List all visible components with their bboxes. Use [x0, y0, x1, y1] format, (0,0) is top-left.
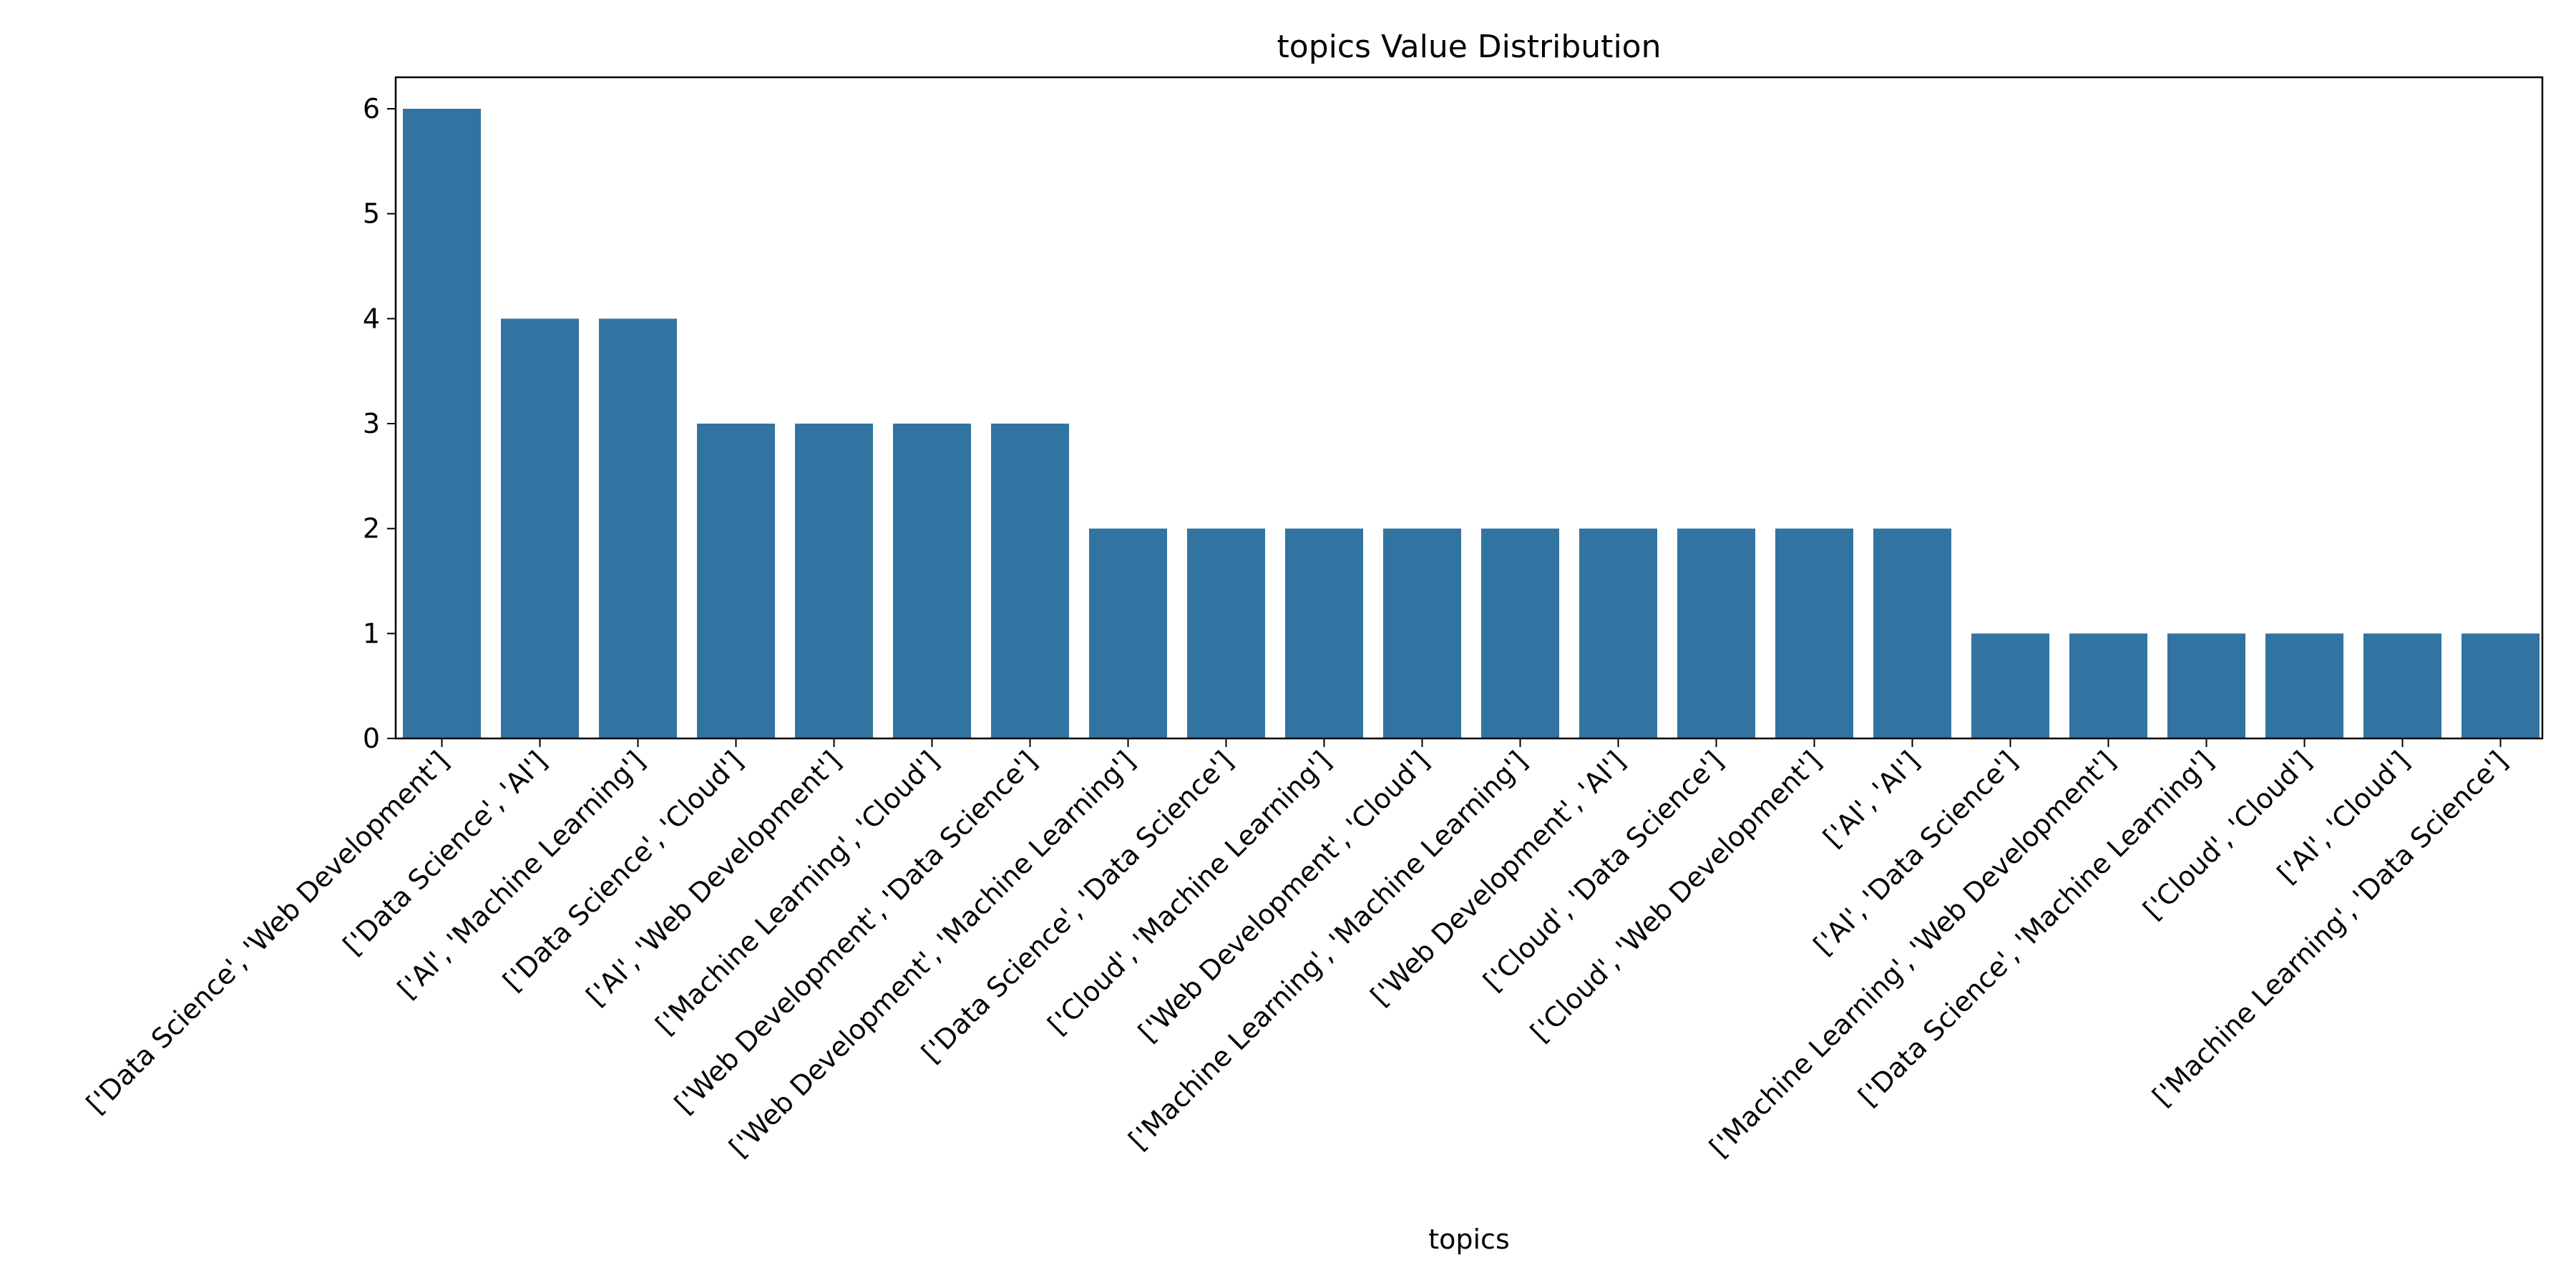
- y-tick-label: 6: [363, 93, 380, 125]
- y-tick-label: 2: [363, 513, 380, 545]
- bar: [1873, 528, 1951, 738]
- bar: [2265, 633, 2343, 738]
- chart-title: topics Value Distribution: [1277, 29, 1662, 65]
- bar: [1285, 528, 1363, 738]
- bar: [2462, 633, 2540, 738]
- bar: [893, 424, 971, 738]
- x-axis-label: topics: [1428, 1224, 1510, 1255]
- bar: [599, 318, 677, 738]
- bar: [2167, 633, 2245, 738]
- x-axis: ['Data Science', 'Web Development'] ['Dat…: [80, 738, 2514, 1163]
- y-axis: 0 1 2 3 4 5 6: [363, 93, 396, 754]
- bar: [1971, 633, 2049, 738]
- y-tick-label: 4: [363, 303, 380, 334]
- bar: [1677, 528, 1755, 738]
- y-tick-label: 5: [363, 198, 380, 230]
- bar: [991, 424, 1069, 738]
- bars-layer: [403, 109, 2540, 738]
- bar: [403, 109, 481, 738]
- x-tick-label: ['Data Science', 'Web Development']: [80, 745, 455, 1120]
- bar: [1383, 528, 1461, 738]
- bar: [1187, 528, 1265, 738]
- bar: [1089, 528, 1167, 738]
- plot-frame: [394, 76, 2544, 740]
- bar: [2363, 633, 2441, 738]
- bar: [1579, 528, 1657, 738]
- bar: [795, 424, 873, 738]
- x-tick-label: ['Cloud', 'Cloud']: [2137, 745, 2318, 925]
- y-tick-label: 0: [363, 723, 380, 754]
- x-tick-label: ['Web Development', 'Data Science']: [668, 745, 1043, 1120]
- x-tick-label: ['Data Science', 'Machine Learning']: [1853, 745, 2220, 1112]
- y-tick-label: 1: [363, 618, 380, 649]
- bar: [697, 424, 775, 738]
- bar: [501, 318, 579, 738]
- bar: [1481, 528, 1559, 738]
- bar: [2069, 633, 2147, 738]
- bar: [1775, 528, 1853, 738]
- y-tick-label: 3: [363, 408, 380, 439]
- x-tick-label: ['Machine Learning', 'Data Science']: [2147, 745, 2514, 1112]
